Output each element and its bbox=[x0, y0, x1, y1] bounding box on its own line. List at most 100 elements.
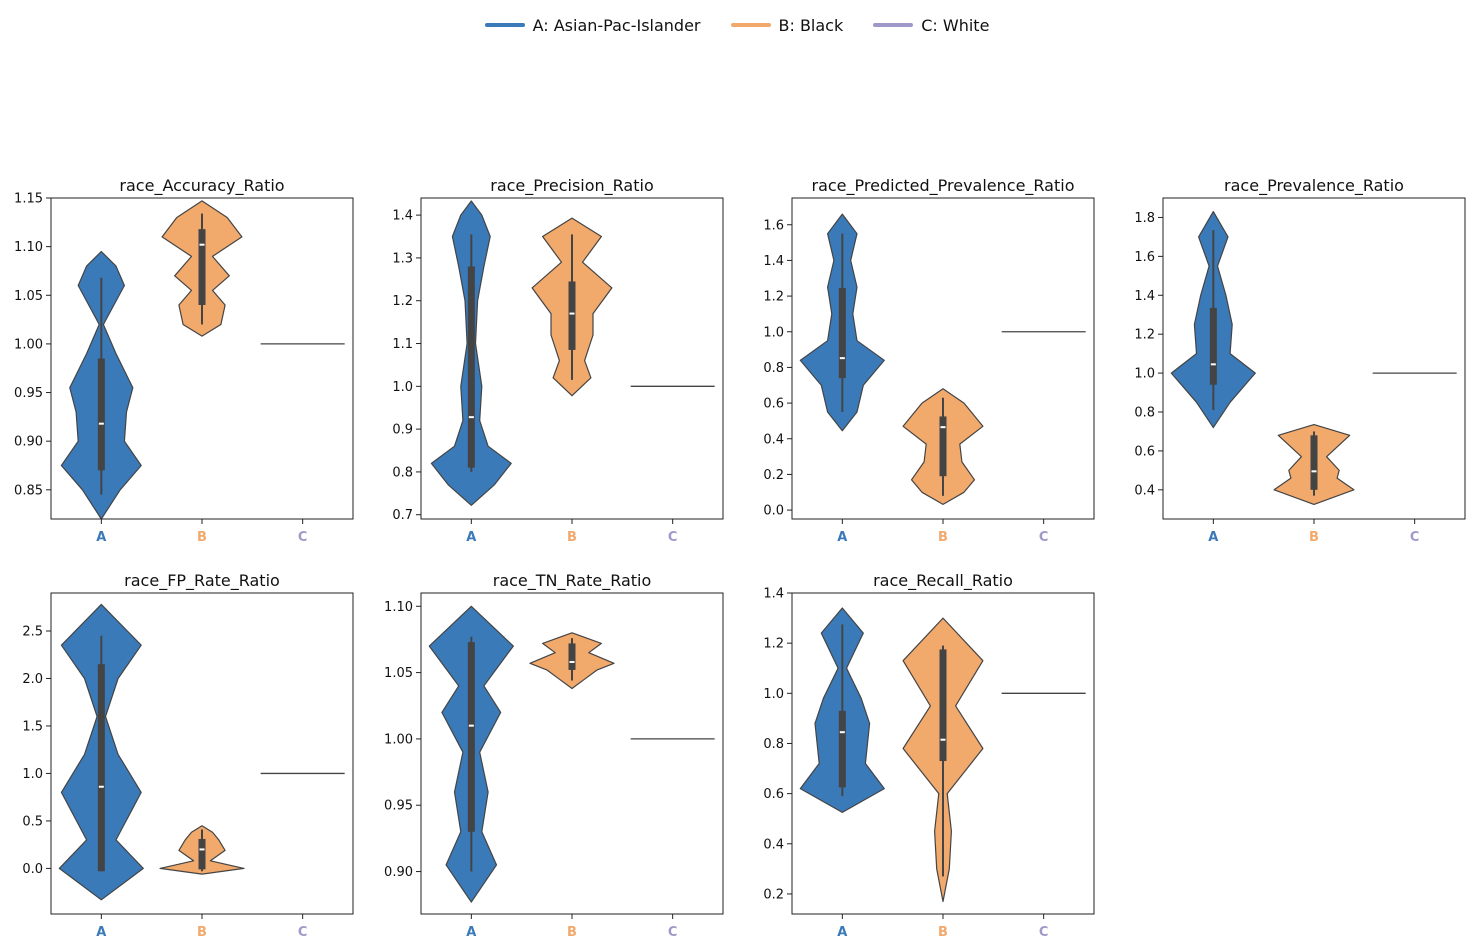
x-tick-label: B bbox=[567, 925, 577, 940]
y-tick-label: 0.8 bbox=[1134, 406, 1155, 421]
x-tick-label: A bbox=[466, 530, 476, 545]
y-tick-label: 1.10 bbox=[14, 240, 43, 255]
y-tick-label: 0.95 bbox=[384, 799, 413, 814]
y-tick-label: 1.5 bbox=[22, 719, 43, 734]
y-tick-label: 1.05 bbox=[14, 289, 43, 304]
y-tick-label: 0.0 bbox=[763, 504, 784, 519]
x-tick-label: C bbox=[1039, 530, 1049, 545]
y-tick-label: 0.90 bbox=[384, 865, 413, 880]
violin-iqr-box bbox=[467, 642, 475, 832]
y-tick-label: 1.0 bbox=[763, 687, 784, 702]
chart-title: race_FP_Rate_Ratio bbox=[124, 571, 280, 591]
y-tick-label: 0.6 bbox=[1134, 444, 1155, 459]
violin-iqr-box bbox=[97, 358, 105, 471]
y-tick-label: 0.4 bbox=[763, 837, 784, 852]
violin-iqr-box bbox=[1209, 307, 1217, 385]
x-tick-label: B bbox=[938, 925, 948, 940]
chart-title: race_Precision_Ratio bbox=[490, 176, 654, 196]
y-tick-label: 0.85 bbox=[14, 483, 43, 498]
y-tick-label: 1.15 bbox=[14, 192, 43, 207]
y-tick-label: 1.10 bbox=[384, 600, 413, 615]
x-tick-label: C bbox=[298, 530, 308, 545]
y-tick-label: 1.0 bbox=[22, 767, 43, 782]
y-tick-label: 0.4 bbox=[1134, 483, 1155, 498]
legend-label-c: C: White bbox=[921, 15, 990, 35]
x-tick-label: A bbox=[466, 925, 476, 940]
x-tick-label: C bbox=[1410, 530, 1420, 545]
chart-panel-2: race_Predicted_Prevalence_Ratio 0.0 0.2 0.4… bbox=[763, 176, 1095, 545]
x-tick-label: C bbox=[668, 530, 678, 545]
y-tick-label: 0.95 bbox=[14, 386, 43, 401]
x-tick-label: B bbox=[197, 925, 207, 940]
chart-title: race_TN_Rate_Ratio bbox=[493, 571, 652, 591]
x-tick-label: B bbox=[1309, 530, 1319, 545]
y-tick-label: 1.4 bbox=[763, 587, 784, 602]
y-tick-label: 0.8 bbox=[763, 361, 784, 376]
y-tick-label: 0.90 bbox=[14, 435, 43, 450]
violin-iqr-box bbox=[198, 229, 206, 305]
y-tick-label: 1.2 bbox=[763, 290, 784, 305]
y-tick-label: 2.0 bbox=[22, 672, 43, 687]
y-tick-label: 1.0 bbox=[763, 325, 784, 340]
chart-panel-1: race_Precision_Ratio 0.7 0.8 0.9 1.0 1.1 1.2 1.… bbox=[392, 176, 724, 545]
violin-iqr-box bbox=[838, 288, 846, 379]
y-tick-label: 1.2 bbox=[392, 294, 413, 309]
x-tick-label: A bbox=[96, 530, 106, 545]
violin-iqr-box bbox=[1310, 435, 1318, 490]
chart-panel-6: race_Recall_Ratio 0.2 0.4 0.6 0.8 1.0 1.2 1.4 A B… bbox=[763, 571, 1095, 940]
violin-iqr-box bbox=[198, 838, 206, 870]
y-tick-label: 2.5 bbox=[22, 624, 43, 639]
y-tick-label: 1.4 bbox=[763, 254, 784, 269]
legend-item-a: A: Asian-Pac-Islander bbox=[484, 15, 701, 35]
y-tick-label: 0.6 bbox=[763, 787, 784, 802]
x-tick-label: C bbox=[1039, 925, 1049, 940]
y-tick-label: 0.2 bbox=[763, 887, 784, 902]
y-tick-label: 0.4 bbox=[763, 432, 784, 447]
legend-label-a: A: Asian-Pac-Islander bbox=[532, 15, 701, 35]
x-tick-label: C bbox=[298, 925, 308, 940]
y-tick-label: 0.5 bbox=[22, 814, 43, 829]
y-tick-label: 1.8 bbox=[1134, 211, 1155, 226]
y-tick-label: 1.3 bbox=[392, 251, 413, 266]
violin-iqr-box bbox=[568, 643, 576, 670]
y-tick-label: 1.4 bbox=[1134, 289, 1155, 304]
violin-iqr-box bbox=[568, 281, 576, 350]
x-tick-label: A bbox=[96, 925, 106, 940]
legend-label-b: B: Black bbox=[778, 15, 844, 35]
y-tick-label: 1.0 bbox=[392, 380, 413, 395]
y-tick-label: 1.2 bbox=[1134, 328, 1155, 343]
chart-title: race_Predicted_Prevalence_Ratio bbox=[812, 176, 1075, 196]
x-tick-label: B bbox=[567, 530, 577, 545]
legend-swatch-a bbox=[484, 23, 525, 27]
violin-iqr-box bbox=[838, 710, 846, 788]
violin-iqr-box bbox=[939, 416, 947, 477]
chart-title: race_Prevalence_Ratio bbox=[1224, 176, 1404, 196]
chart-title: race_Recall_Ratio bbox=[873, 571, 1013, 591]
y-tick-label: 0.6 bbox=[763, 397, 784, 412]
legend-swatch-b bbox=[730, 23, 771, 27]
y-tick-label: 1.1 bbox=[392, 337, 413, 352]
y-tick-label: 0.9 bbox=[392, 423, 413, 438]
legend-swatch-c bbox=[873, 23, 914, 27]
y-tick-label: 1.6 bbox=[1134, 250, 1155, 265]
y-tick-label: 0.0 bbox=[22, 862, 43, 877]
legend-item-c: C: White bbox=[873, 16, 989, 35]
x-tick-label: A bbox=[1208, 530, 1218, 545]
y-tick-label: 1.0 bbox=[1134, 367, 1155, 382]
legend-item-b: B: Black bbox=[730, 15, 844, 35]
chart-title: race_Accuracy_Ratio bbox=[119, 176, 284, 196]
y-tick-label: 0.8 bbox=[392, 465, 413, 480]
x-tick-label: B bbox=[197, 530, 207, 545]
chart-panel-0: race_Accuracy_Ratio 0.85 0.90 0.95 1.00 1.05 1… bbox=[14, 176, 354, 545]
x-tick-label: A bbox=[837, 530, 847, 545]
violin-iqr-box bbox=[939, 649, 947, 762]
violin-iqr-box bbox=[97, 664, 105, 872]
y-tick-label: 1.4 bbox=[392, 209, 413, 224]
y-tick-label: 1.00 bbox=[384, 732, 413, 747]
y-tick-label: 0.8 bbox=[763, 737, 784, 752]
violin-iqr-box bbox=[467, 266, 475, 468]
y-tick-label: 1.05 bbox=[384, 666, 413, 681]
y-tick-label: 0.7 bbox=[392, 508, 413, 523]
x-tick-label: A bbox=[837, 925, 847, 940]
